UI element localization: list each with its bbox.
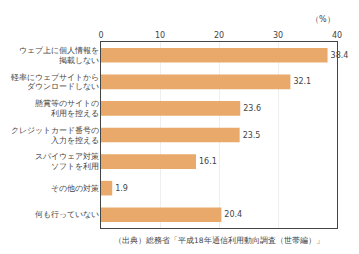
svg-text:30: 30 bbox=[273, 31, 283, 40]
svg-text:その他の対策: その他の対策 bbox=[51, 184, 99, 193]
svg-text:38.4: 38.4 bbox=[331, 51, 349, 60]
svg-text:スパイウェア対策ソフトを利用: スパイウェア対策ソフトを利用 bbox=[35, 152, 99, 171]
svg-text:1.9: 1.9 bbox=[115, 184, 128, 193]
svg-text:23.5: 23.5 bbox=[243, 131, 261, 140]
svg-text:ウェブ上に個人情報を掲載しない: ウェブ上に個人情報を掲載しない bbox=[19, 46, 99, 65]
svg-text:23.6: 23.6 bbox=[243, 104, 261, 113]
svg-text:（%）: （%） bbox=[311, 15, 335, 24]
svg-text:軽率にウェブサイトからダウンロードしない: 軽率にウェブサイトからダウンロードしない bbox=[11, 73, 99, 92]
svg-text:（出典）総務省「平成18年通信利用動向調査（世帯編）」: （出典）総務省「平成18年通信利用動向調査（世帯編）」 bbox=[114, 236, 324, 245]
svg-text:20.4: 20.4 bbox=[224, 210, 242, 219]
svg-text:32.1: 32.1 bbox=[293, 77, 311, 86]
svg-text:クレジットカード番号の入力を控える: クレジットカード番号の入力を控える bbox=[11, 126, 99, 145]
svg-text:0: 0 bbox=[98, 31, 103, 40]
svg-text:16.1: 16.1 bbox=[199, 157, 217, 166]
svg-text:懸賞等のサイトの利用を控える: 懸賞等のサイトの利用を控える bbox=[34, 99, 99, 118]
svg-text:10: 10 bbox=[155, 31, 165, 40]
svg-text:40: 40 bbox=[332, 31, 342, 40]
svg-text:何も行っていない: 何も行っていない bbox=[35, 210, 99, 219]
svg-text:20: 20 bbox=[214, 31, 224, 40]
